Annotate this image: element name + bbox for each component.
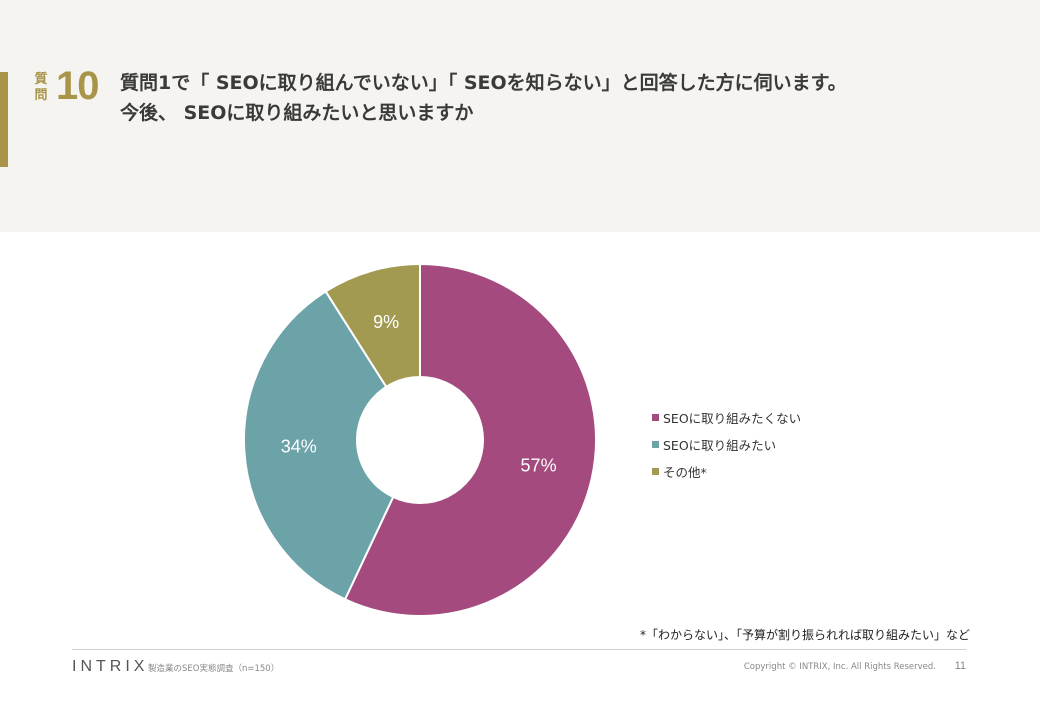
legend-item: SEOに取り組みたい xyxy=(652,431,801,458)
legend-item: その他* xyxy=(652,458,801,485)
slice-label-other: 9% xyxy=(373,312,399,332)
chart-legend: SEOに取り組みたくない SEOに取り組みたい その他* xyxy=(652,404,801,485)
source-note: 製造業のSEO実態調査（n=150） xyxy=(148,664,280,674)
question-kanji-2: 問 xyxy=(34,88,48,103)
slice-want xyxy=(243,290,395,601)
legend-swatch xyxy=(652,441,659,448)
slice-label-do-not-want: 57% xyxy=(521,455,557,475)
legend-swatch xyxy=(652,468,659,475)
legend-label: SEOに取り組みたくない xyxy=(663,411,802,426)
legend-label: その他* xyxy=(663,465,707,480)
question-label: 質 問 xyxy=(33,72,49,104)
donut-chart: 57% 34% 9% xyxy=(243,262,597,617)
footer-divider xyxy=(72,649,966,650)
copyright: Copyright © INTRIX, Inc. All Rights Rese… xyxy=(743,662,936,672)
slice-other xyxy=(324,262,421,389)
question-title: 質問1で「 SEOに取り組んでいない」「 SEOを知らない」と回答した方に伺いま… xyxy=(120,68,1000,128)
question-number: 10 xyxy=(56,64,99,108)
question-title-line-2: 今後、 SEOに取り組みたいと思いますか xyxy=(120,102,474,124)
legend-item: SEOに取り組みたくない xyxy=(652,404,801,431)
question-kanji-1: 質 xyxy=(34,72,48,87)
legend-swatch xyxy=(652,414,659,421)
slice-do-not-want xyxy=(343,262,597,617)
header-band xyxy=(0,0,1040,232)
company-logo: INTRIX xyxy=(72,658,149,675)
legend-label: SEOに取り組みたい xyxy=(663,438,777,453)
slice-label-want: 34% xyxy=(281,436,317,456)
accent-bar xyxy=(0,72,8,167)
page-number: 11 xyxy=(954,660,966,672)
chart-footnote: *「わからない」、「予算が割り振られれば取り組みたい」など xyxy=(639,628,970,642)
question-title-line-1: 質問1で「 SEOに取り組んでいない」「 SEOを知らない」と回答した方に伺いま… xyxy=(120,72,847,94)
